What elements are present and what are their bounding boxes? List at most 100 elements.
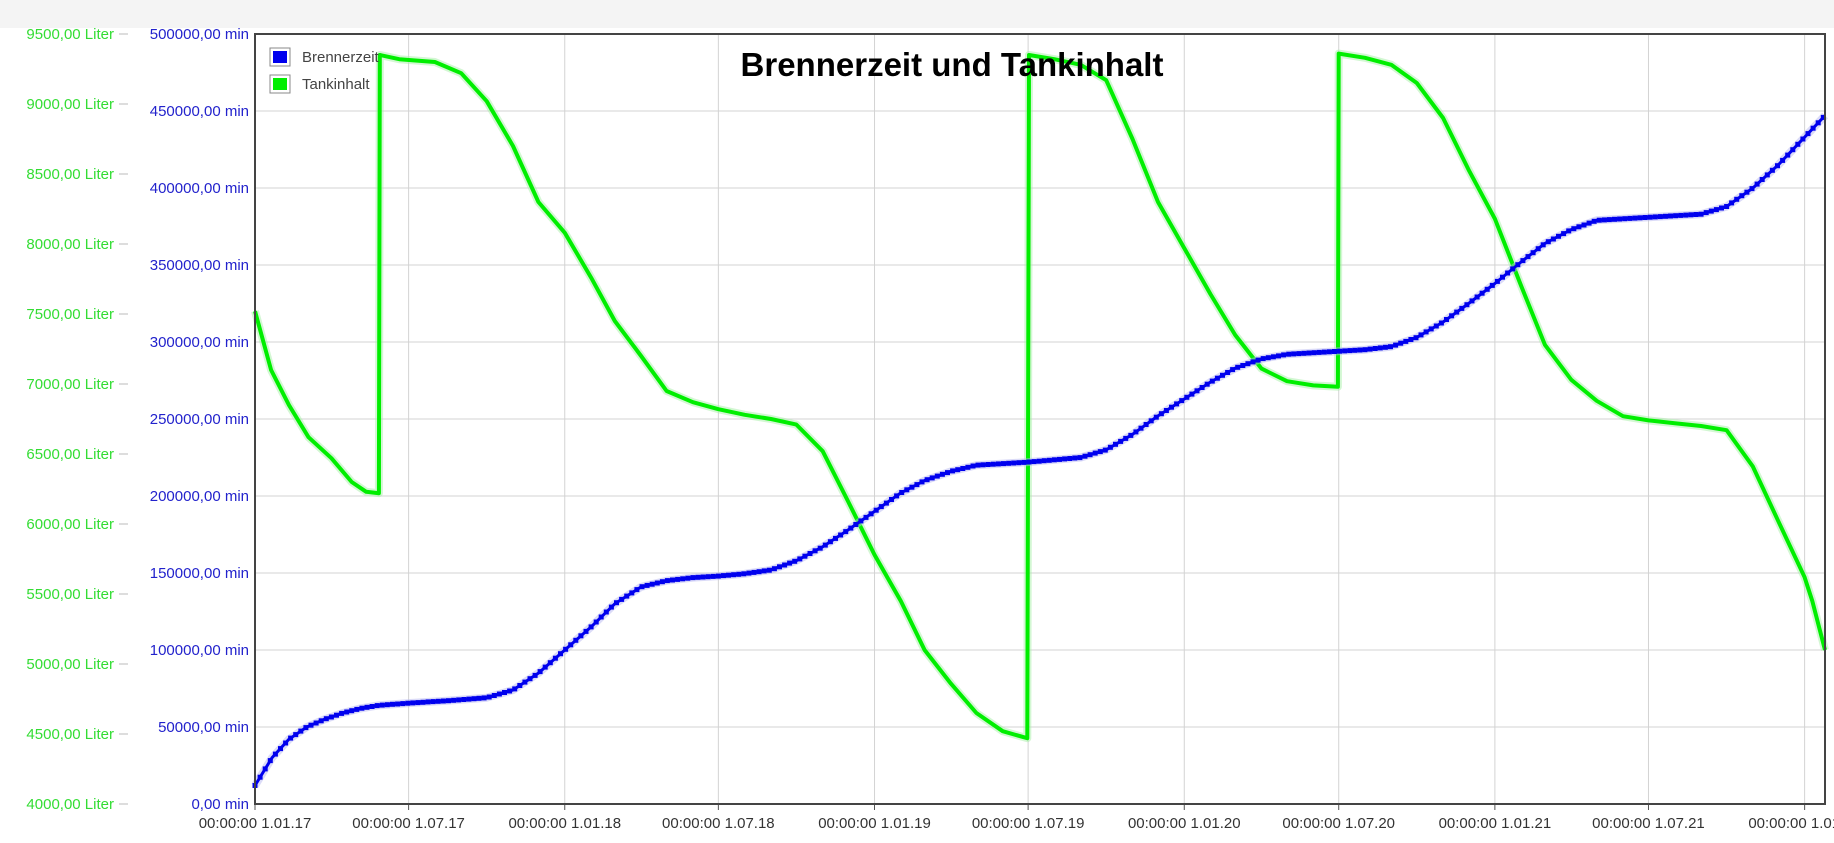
x-tick-label: 00:00:00 1.07.21 [1592, 815, 1705, 832]
series-marker-brennerzeit [827, 539, 833, 545]
series-marker-brennerzeit [1719, 205, 1724, 211]
series-marker-brennerzeit [1535, 246, 1541, 252]
x-tick-label: 00:00:00 1.01.18 [508, 815, 621, 832]
series-marker-brennerzeit [563, 646, 569, 652]
series-marker-brennerzeit [1663, 213, 1668, 219]
series-marker-brennerzeit [792, 558, 798, 564]
series-marker-brennerzeit [634, 587, 640, 593]
series-marker-brennerzeit [889, 497, 894, 502]
series-marker-brennerzeit [1260, 356, 1266, 362]
series-marker-brennerzeit [1148, 418, 1154, 424]
top-strip [0, 0, 1834, 28]
series-marker-brennerzeit [1805, 131, 1811, 137]
series-marker-brennerzeit [970, 463, 976, 469]
series-marker-brennerzeit [975, 462, 981, 468]
series-marker-brennerzeit [1062, 456, 1068, 462]
series-marker-brennerzeit [848, 525, 854, 531]
axes: 0,00 min 50000,00 min 100000,00 min 150000,… [26, 26, 1834, 832]
series-marker-brennerzeit [593, 619, 599, 625]
series-marker-brennerzeit [1199, 385, 1205, 390]
series-marker-brennerzeit [1657, 214, 1663, 220]
series-marker-brennerzeit [833, 535, 838, 541]
series-marker-brennerzeit [1627, 215, 1633, 221]
series-marker-brennerzeit [731, 572, 737, 578]
series-marker-brennerzeit [1484, 286, 1490, 292]
series-marker-brennerzeit [1525, 254, 1531, 260]
series-marker-brennerzeit [1118, 438, 1124, 444]
series-marker-brennerzeit [843, 529, 849, 535]
series-marker-brennerzeit [608, 604, 614, 610]
series-marker-brennerzeit [1352, 347, 1358, 353]
series-marker-brennerzeit [715, 573, 721, 579]
series-marker-brennerzeit [1413, 335, 1419, 341]
series-marker-brennerzeit [1713, 207, 1719, 213]
series-marker-brennerzeit [858, 518, 864, 524]
series-marker-brennerzeit [1698, 211, 1704, 217]
series-marker-brennerzeit [782, 562, 788, 568]
series-marker-brennerzeit [664, 578, 670, 584]
x-tick-label: 00:00:00 1.01.20 [1128, 815, 1241, 832]
x-tick-label: 00:00:00 1.01.22 [1748, 815, 1834, 832]
y-tick-label-tankinhalt: 8000,00 Liter [26, 236, 114, 253]
series-marker-brennerzeit [1362, 347, 1368, 353]
series-marker-brennerzeit [1286, 351, 1292, 357]
series-marker-brennerzeit [904, 487, 910, 493]
series-marker-brennerzeit [914, 482, 920, 488]
series-marker-brennerzeit [456, 697, 462, 703]
y-tick-label-tankinhalt: 9000,00 Liter [26, 96, 114, 113]
series-marker-brennerzeit [318, 718, 324, 724]
series-marker-brennerzeit [1637, 215, 1643, 221]
series-marker-brennerzeit [1123, 435, 1129, 441]
series-marker-brennerzeit [756, 569, 762, 575]
series-marker-brennerzeit [262, 766, 268, 772]
series-marker-brennerzeit [1276, 353, 1281, 359]
series-marker-brennerzeit [517, 683, 523, 688]
series-marker-brennerzeit [980, 462, 986, 468]
series-marker-brennerzeit [919, 479, 925, 485]
series-marker-brennerzeit [527, 676, 533, 682]
series-marker-brennerzeit [1556, 233, 1561, 239]
series-marker-brennerzeit [1281, 352, 1287, 358]
series-marker-brennerzeit [395, 701, 401, 707]
series-marker-brennerzeit [807, 551, 813, 556]
series-marker-brennerzeit [863, 514, 869, 520]
series-marker-brennerzeit [405, 700, 411, 706]
series-marker-brennerzeit [1230, 367, 1236, 373]
series-marker-brennerzeit [721, 573, 726, 579]
series-marker-brennerzeit [1092, 450, 1098, 456]
series-marker-brennerzeit [558, 651, 563, 657]
series-line-brennerzeit [253, 114, 1827, 787]
series-marker-brennerzeit [1337, 348, 1343, 354]
series-marker-brennerzeit [491, 693, 497, 698]
series-marker-brennerzeit [1444, 317, 1449, 322]
series-marker-brennerzeit [1586, 220, 1592, 226]
series-marker-brennerzeit [751, 569, 757, 575]
series-marker-brennerzeit [746, 570, 752, 576]
series-marker-brennerzeit [496, 691, 502, 697]
y-tick-label-brennerzeit: 150000,00 min [150, 565, 249, 582]
series-marker-brennerzeit [420, 699, 426, 705]
series-marker-brennerzeit [1810, 125, 1816, 131]
series-marker-brennerzeit [1082, 453, 1088, 459]
series-marker-brennerzeit [1678, 212, 1684, 218]
legend: Brennerzeit Tankinhalt [269, 47, 380, 94]
series-marker-brennerzeit [1306, 350, 1312, 356]
y-tick-label-brennerzeit: 500000,00 min [150, 26, 249, 43]
series-marker-brennerzeit [1489, 282, 1495, 288]
y-tick-label-brennerzeit: 350000,00 min [150, 257, 249, 274]
series-marker-brennerzeit [1545, 239, 1551, 245]
series-marker-brennerzeit [1174, 401, 1180, 407]
series-marker-brennerzeit [695, 574, 701, 580]
series-marker-brennerzeit [950, 468, 956, 474]
series-marker-brennerzeit [1647, 214, 1653, 220]
series-marker-brennerzeit [522, 679, 528, 685]
series-line-tankinhalt [253, 51, 1827, 741]
series-marker-brennerzeit [1566, 228, 1572, 234]
series-marker-brennerzeit [939, 471, 945, 477]
series-marker-brennerzeit [1729, 200, 1735, 206]
y-tick-label-tankinhalt: 5500,00 Liter [26, 586, 114, 603]
x-tick-label: 00:00:00 1.01.19 [818, 815, 931, 832]
series-marker-brennerzeit [1301, 350, 1307, 356]
series-marker-brennerzeit [1652, 214, 1658, 220]
series-marker-brennerzeit [400, 701, 406, 707]
